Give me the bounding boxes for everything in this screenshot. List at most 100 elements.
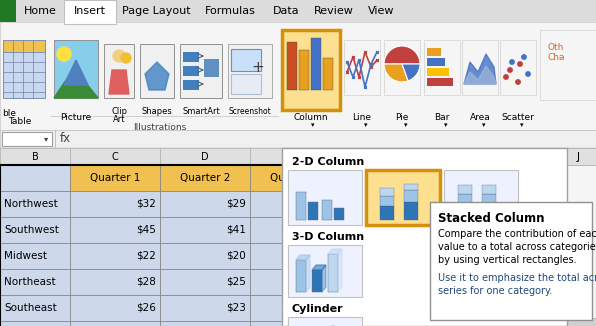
FancyBboxPatch shape [427, 78, 453, 86]
Text: Southeast: Southeast [4, 303, 57, 313]
FancyBboxPatch shape [250, 165, 340, 191]
FancyBboxPatch shape [160, 295, 250, 321]
Text: Column: Column [294, 113, 328, 123]
Polygon shape [322, 265, 326, 292]
Text: Quarter 3: Quarter 3 [270, 173, 320, 183]
Point [523, 71, 533, 77]
Text: View: View [368, 6, 394, 16]
FancyBboxPatch shape [380, 206, 394, 220]
Text: Compare the contribution of each: Compare the contribution of each [438, 229, 596, 239]
Wedge shape [384, 46, 420, 64]
FancyBboxPatch shape [458, 185, 472, 194]
Text: Clip: Clip [111, 108, 127, 116]
FancyBboxPatch shape [183, 80, 199, 90]
FancyBboxPatch shape [2, 132, 52, 146]
FancyBboxPatch shape [560, 148, 596, 165]
Text: $28: $28 [136, 277, 156, 287]
Text: $20: $20 [226, 251, 246, 261]
Text: $22: $22 [136, 251, 156, 261]
Text: by using vertical rectangles.: by using vertical rectangles. [438, 255, 576, 265]
FancyBboxPatch shape [323, 58, 333, 90]
Text: $23: $23 [226, 303, 246, 313]
Text: Page Layout: Page Layout [122, 6, 190, 16]
FancyBboxPatch shape [160, 321, 250, 326]
FancyBboxPatch shape [340, 217, 410, 243]
Polygon shape [109, 70, 129, 94]
Wedge shape [402, 64, 420, 81]
Polygon shape [338, 249, 342, 292]
FancyBboxPatch shape [160, 191, 250, 217]
Text: Stacked Column: Stacked Column [438, 212, 545, 225]
Text: Data: Data [273, 6, 299, 16]
FancyBboxPatch shape [424, 40, 460, 95]
FancyBboxPatch shape [427, 48, 441, 56]
FancyBboxPatch shape [340, 148, 430, 165]
Circle shape [57, 47, 71, 61]
FancyBboxPatch shape [250, 191, 340, 217]
Text: Cha: Cha [548, 52, 566, 62]
FancyBboxPatch shape [54, 40, 98, 98]
FancyBboxPatch shape [104, 44, 134, 98]
FancyBboxPatch shape [384, 40, 420, 95]
FancyBboxPatch shape [180, 44, 222, 98]
FancyBboxPatch shape [160, 217, 250, 243]
Wedge shape [384, 64, 408, 82]
Text: Midwest: Midwest [4, 251, 47, 261]
FancyBboxPatch shape [334, 208, 344, 220]
FancyBboxPatch shape [0, 191, 70, 217]
Polygon shape [145, 62, 169, 90]
FancyBboxPatch shape [250, 217, 340, 243]
Text: $: $ [399, 277, 406, 287]
FancyBboxPatch shape [0, 0, 596, 22]
Text: Illustrations: Illustrations [134, 124, 187, 132]
FancyBboxPatch shape [344, 40, 380, 95]
Text: Northeast: Northeast [4, 277, 55, 287]
FancyBboxPatch shape [183, 66, 199, 76]
Text: J: J [576, 152, 579, 161]
Text: Northwest: Northwest [4, 199, 58, 209]
Text: $32: $32 [136, 199, 156, 209]
FancyBboxPatch shape [0, 130, 596, 148]
Circle shape [121, 53, 131, 63]
FancyBboxPatch shape [160, 243, 250, 269]
Text: C: C [111, 152, 119, 161]
Text: Table: Table [8, 117, 32, 126]
FancyBboxPatch shape [288, 317, 362, 326]
Text: Screenshot: Screenshot [229, 108, 271, 116]
Point [507, 59, 517, 65]
FancyBboxPatch shape [70, 269, 160, 295]
Text: $61: $61 [316, 225, 336, 235]
FancyBboxPatch shape [427, 68, 449, 76]
FancyBboxPatch shape [458, 204, 472, 220]
Text: 2-D Column: 2-D Column [292, 157, 364, 167]
Text: Southwest: Southwest [4, 225, 59, 235]
FancyBboxPatch shape [322, 200, 332, 220]
FancyBboxPatch shape [427, 58, 445, 66]
FancyBboxPatch shape [340, 165, 410, 191]
Text: ▾: ▾ [364, 122, 368, 128]
Text: Line: Line [352, 112, 371, 122]
FancyBboxPatch shape [250, 269, 340, 295]
Point [515, 61, 524, 67]
Text: $38: $38 [316, 277, 336, 287]
Text: value to a total across categories: value to a total across categories [438, 242, 596, 252]
FancyBboxPatch shape [482, 204, 496, 220]
FancyBboxPatch shape [311, 38, 321, 90]
FancyBboxPatch shape [458, 194, 472, 204]
Text: Formulas: Formulas [204, 6, 256, 16]
Polygon shape [328, 249, 342, 254]
FancyBboxPatch shape [160, 269, 250, 295]
Text: $: $ [399, 225, 406, 235]
Text: $35: $35 [316, 303, 336, 313]
FancyBboxPatch shape [231, 49, 261, 71]
FancyBboxPatch shape [140, 44, 174, 98]
Text: ▾: ▾ [311, 122, 315, 128]
Text: J: J [576, 152, 579, 161]
FancyBboxPatch shape [482, 194, 496, 204]
FancyBboxPatch shape [340, 243, 410, 269]
Text: $: $ [399, 303, 406, 313]
FancyBboxPatch shape [70, 148, 160, 165]
FancyBboxPatch shape [250, 148, 340, 165]
FancyBboxPatch shape [70, 217, 160, 243]
FancyBboxPatch shape [0, 0, 16, 22]
